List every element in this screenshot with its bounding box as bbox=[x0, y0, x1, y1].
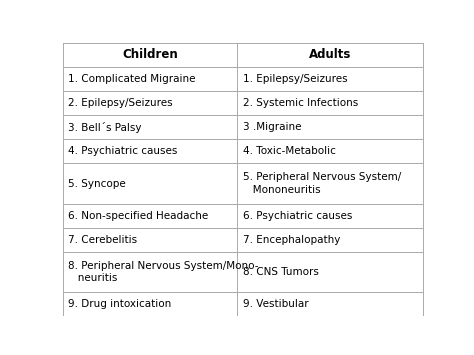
Text: Children: Children bbox=[122, 48, 178, 61]
Text: 5. Syncope: 5. Syncope bbox=[68, 179, 126, 189]
Text: 9. Vestibular: 9. Vestibular bbox=[243, 299, 309, 309]
Text: 9. Drug intoxication: 9. Drug intoxication bbox=[68, 299, 172, 309]
Text: 7. Cerebelitis: 7. Cerebelitis bbox=[68, 235, 137, 245]
Text: 8. Peripheral Nervous System/Mono-
   neuritis: 8. Peripheral Nervous System/Mono- neuri… bbox=[68, 261, 259, 283]
Text: 3. Bell´s Palsy: 3. Bell´s Palsy bbox=[68, 122, 142, 133]
Text: 5. Peripheral Nervous System/
   Mononeuritis: 5. Peripheral Nervous System/ Mononeurit… bbox=[243, 172, 401, 195]
Text: Adults: Adults bbox=[309, 48, 351, 61]
Text: 6. Psychiatric causes: 6. Psychiatric causes bbox=[243, 211, 352, 221]
Text: 3 .Migraine: 3 .Migraine bbox=[243, 122, 301, 132]
Text: 2. Epilepsy/Seizures: 2. Epilepsy/Seizures bbox=[68, 98, 173, 108]
Text: 7. Encephalopathy: 7. Encephalopathy bbox=[243, 235, 340, 245]
Text: 4. Psychiatric causes: 4. Psychiatric causes bbox=[68, 147, 178, 157]
Text: 8. CNS Tumors: 8. CNS Tumors bbox=[243, 267, 319, 277]
Text: 2. Systemic Infections: 2. Systemic Infections bbox=[243, 98, 358, 108]
Text: 6. Non-specified Headache: 6. Non-specified Headache bbox=[68, 211, 209, 221]
Text: 1. Epilepsy/Seizures: 1. Epilepsy/Seizures bbox=[243, 74, 347, 84]
Text: 1. Complicated Migraine: 1. Complicated Migraine bbox=[68, 74, 196, 84]
Text: 4. Toxic-Metabolic: 4. Toxic-Metabolic bbox=[243, 147, 336, 157]
